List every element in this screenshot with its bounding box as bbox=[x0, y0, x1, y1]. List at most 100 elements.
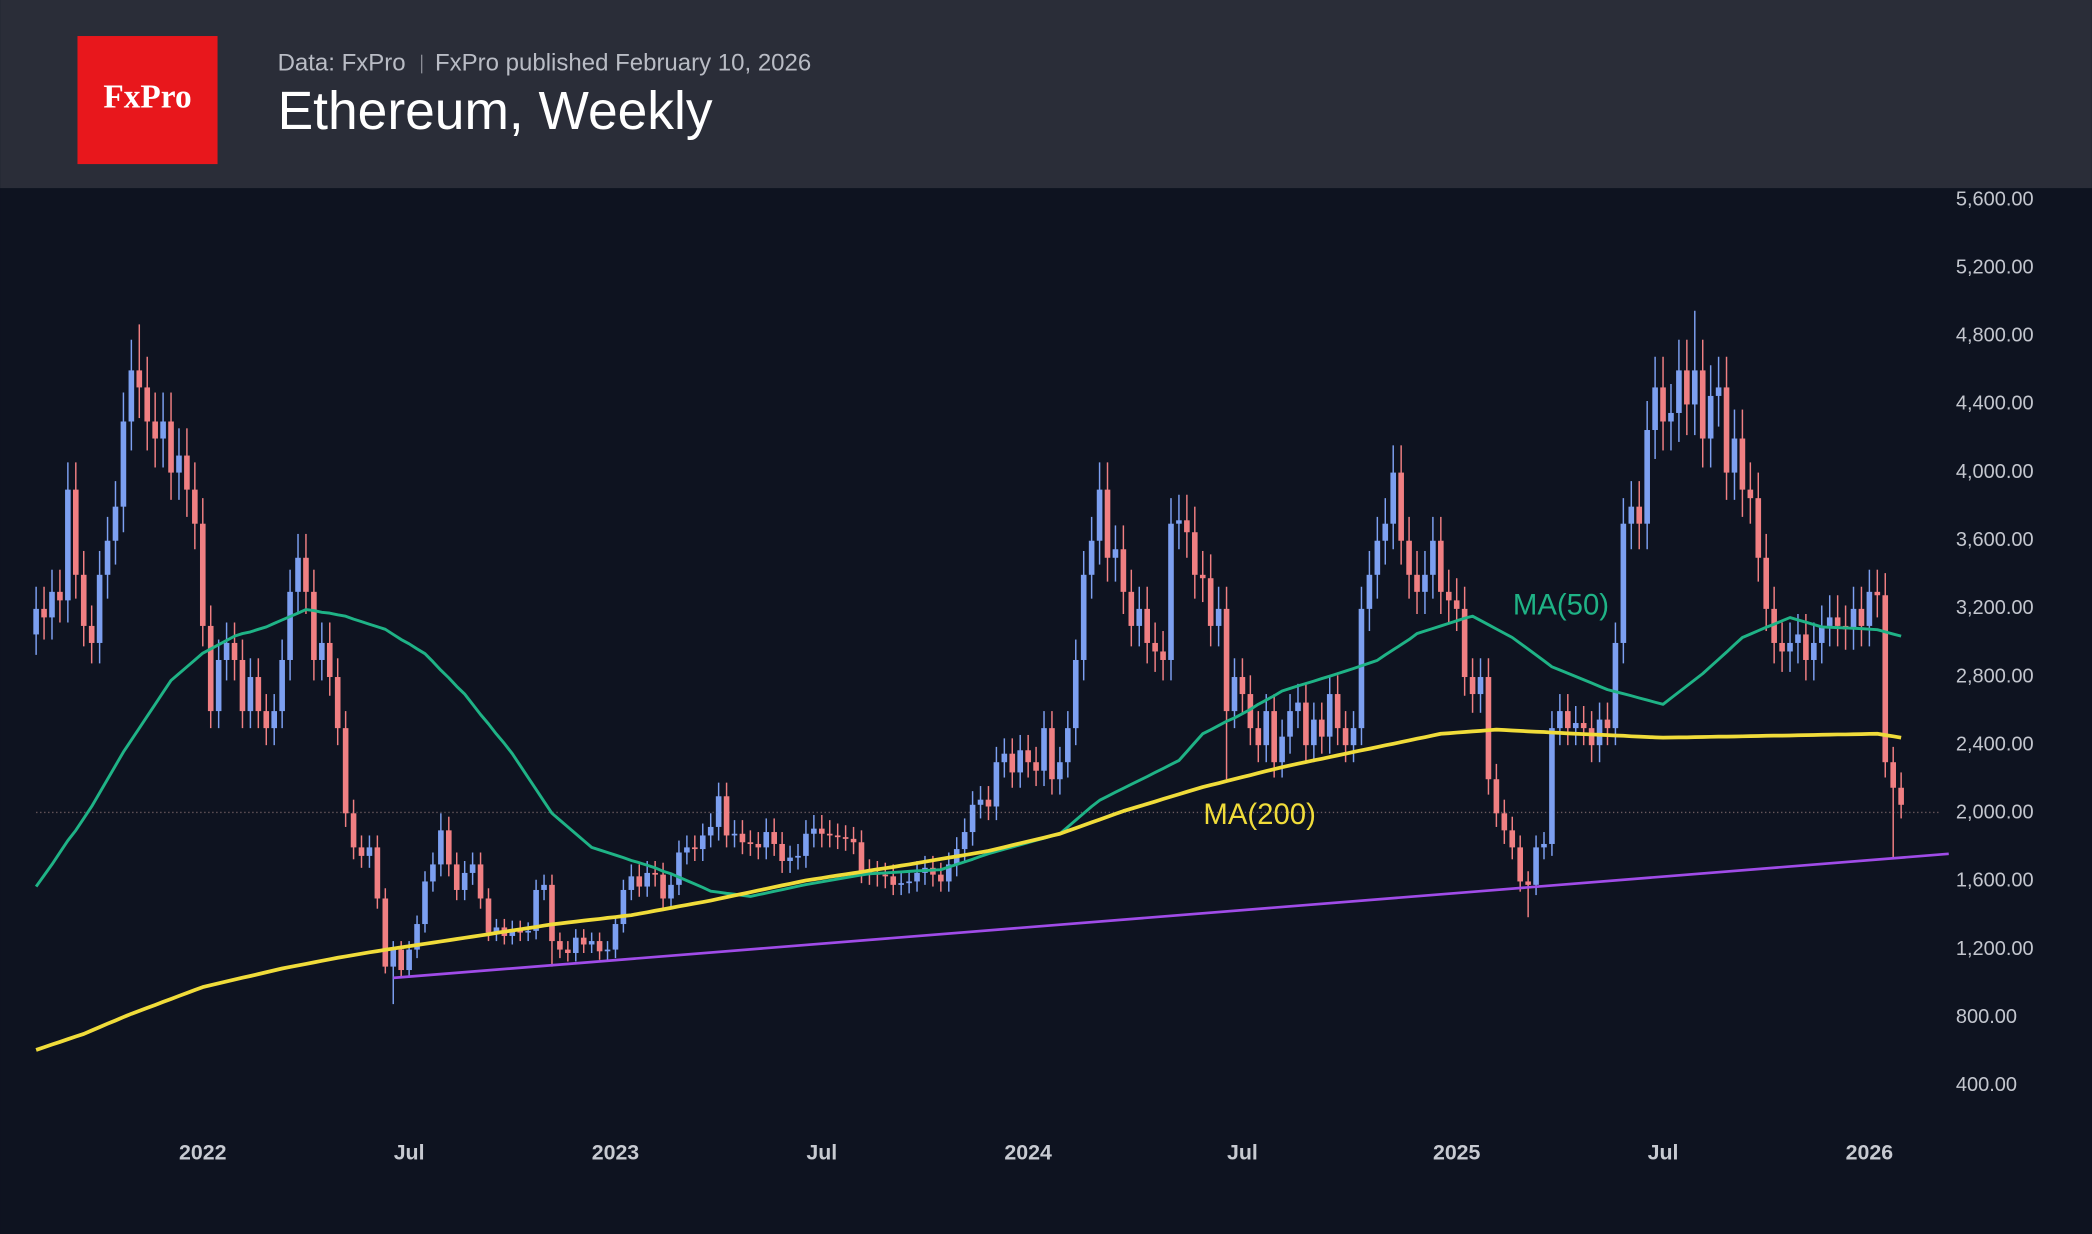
candle-body bbox=[1009, 753, 1016, 773]
candle-body bbox=[184, 455, 190, 490]
candle-body bbox=[692, 847, 698, 850]
candle-body bbox=[1668, 412, 1674, 422]
candle-body bbox=[1691, 370, 1698, 405]
candle-body bbox=[1287, 711, 1293, 737]
candle-body bbox=[199, 523, 206, 626]
candle-body bbox=[1398, 472, 1404, 541]
candle-body bbox=[1088, 540, 1095, 575]
x-tick-label: 2022 bbox=[179, 1141, 226, 1165]
candle-body bbox=[1215, 608, 1222, 626]
candle-body bbox=[1065, 728, 1071, 763]
candle-body bbox=[1342, 728, 1349, 746]
candle-body bbox=[350, 813, 357, 848]
candle-body bbox=[1684, 370, 1690, 405]
y-tick-label: 4,000.00 bbox=[1956, 461, 2034, 483]
candle-body bbox=[1660, 387, 1666, 422]
candle-body bbox=[525, 930, 531, 933]
trendline bbox=[393, 852, 1949, 980]
candle-body bbox=[628, 876, 635, 890]
logo-box bbox=[77, 36, 218, 165]
logo: FxPro bbox=[103, 79, 191, 116]
moving-average-line bbox=[34, 608, 1902, 898]
candle-body bbox=[779, 843, 785, 862]
candle-body bbox=[1549, 728, 1555, 844]
candle-body bbox=[438, 830, 444, 865]
x-tick-label: 2024 bbox=[1004, 1141, 1052, 1165]
candle-body bbox=[1588, 728, 1595, 746]
candle-body bbox=[938, 874, 944, 882]
candle-body bbox=[334, 677, 341, 729]
candle-body bbox=[1557, 711, 1563, 729]
candle-body bbox=[620, 889, 627, 925]
candle-body bbox=[73, 489, 79, 575]
candle-body bbox=[326, 642, 333, 678]
candle-body bbox=[612, 924, 619, 950]
candle-body bbox=[985, 799, 992, 807]
candle-body bbox=[771, 832, 777, 844]
y-tick-label: 4,800.00 bbox=[1956, 325, 2034, 347]
candle-body bbox=[176, 455, 182, 473]
candle-body bbox=[295, 557, 301, 592]
candle-body bbox=[906, 881, 912, 884]
y-tick-label: 3,600.00 bbox=[1956, 529, 2034, 551]
candle-body bbox=[1080, 574, 1087, 660]
candle-body bbox=[1303, 702, 1309, 746]
candle-body bbox=[477, 864, 484, 899]
candle-body bbox=[1485, 677, 1492, 780]
candle-body bbox=[914, 872, 920, 882]
candle-body bbox=[1279, 736, 1285, 763]
candle-body bbox=[144, 387, 151, 422]
candle-body bbox=[1890, 762, 1896, 788]
candle-body bbox=[160, 421, 166, 439]
published: FxPro published February 10, 2026 bbox=[435, 49, 811, 76]
candle-body bbox=[1318, 719, 1325, 737]
candle-body bbox=[1223, 608, 1230, 712]
candle-body bbox=[588, 941, 595, 945]
candle-body bbox=[755, 843, 762, 848]
candle-body bbox=[834, 835, 841, 838]
candle-body bbox=[1612, 642, 1619, 729]
candle-body bbox=[1533, 847, 1539, 885]
candle-body bbox=[660, 874, 666, 899]
candle-body bbox=[1136, 608, 1143, 626]
candle-body bbox=[446, 830, 452, 865]
candle-body bbox=[811, 828, 817, 834]
candle-body bbox=[112, 506, 119, 541]
header-bar bbox=[0, 0, 2092, 189]
candle-body bbox=[303, 557, 309, 592]
candle-body bbox=[1072, 659, 1079, 729]
candle-body bbox=[1271, 711, 1277, 763]
candle-body bbox=[485, 898, 492, 933]
candle-body bbox=[215, 659, 222, 712]
candle-body bbox=[1192, 532, 1198, 575]
candle-body bbox=[287, 591, 293, 660]
candle-body bbox=[1231, 677, 1238, 712]
candle-body bbox=[1112, 549, 1119, 558]
candle-body bbox=[1858, 608, 1865, 626]
candle-body bbox=[1120, 549, 1127, 592]
candle-body bbox=[49, 591, 55, 618]
candle-body bbox=[1422, 574, 1428, 592]
candle-body bbox=[104, 540, 111, 575]
x-tick-label: 2025 bbox=[1433, 1141, 1481, 1165]
candle-body bbox=[493, 927, 500, 933]
candle-body bbox=[192, 489, 198, 524]
candle-body bbox=[366, 847, 373, 856]
candle-body bbox=[1366, 574, 1373, 609]
candle-body bbox=[898, 883, 904, 885]
y-tick-label: 1,600.00 bbox=[1956, 870, 2034, 892]
y-tick-label: 800.00 bbox=[1956, 1006, 2017, 1028]
candle-body bbox=[1128, 591, 1135, 626]
candle-body bbox=[136, 370, 143, 388]
y-tick-label: 2,800.00 bbox=[1956, 665, 2034, 687]
candle-body bbox=[33, 608, 39, 635]
candle-body bbox=[636, 876, 643, 887]
candle-body bbox=[65, 489, 71, 601]
candle-body bbox=[1731, 438, 1738, 473]
candle-body bbox=[390, 949, 397, 967]
candle-body bbox=[1874, 591, 1881, 596]
candle-body bbox=[263, 711, 270, 729]
candle-body bbox=[684, 847, 690, 853]
candle-body bbox=[1144, 608, 1150, 643]
candle-body bbox=[271, 711, 278, 729]
